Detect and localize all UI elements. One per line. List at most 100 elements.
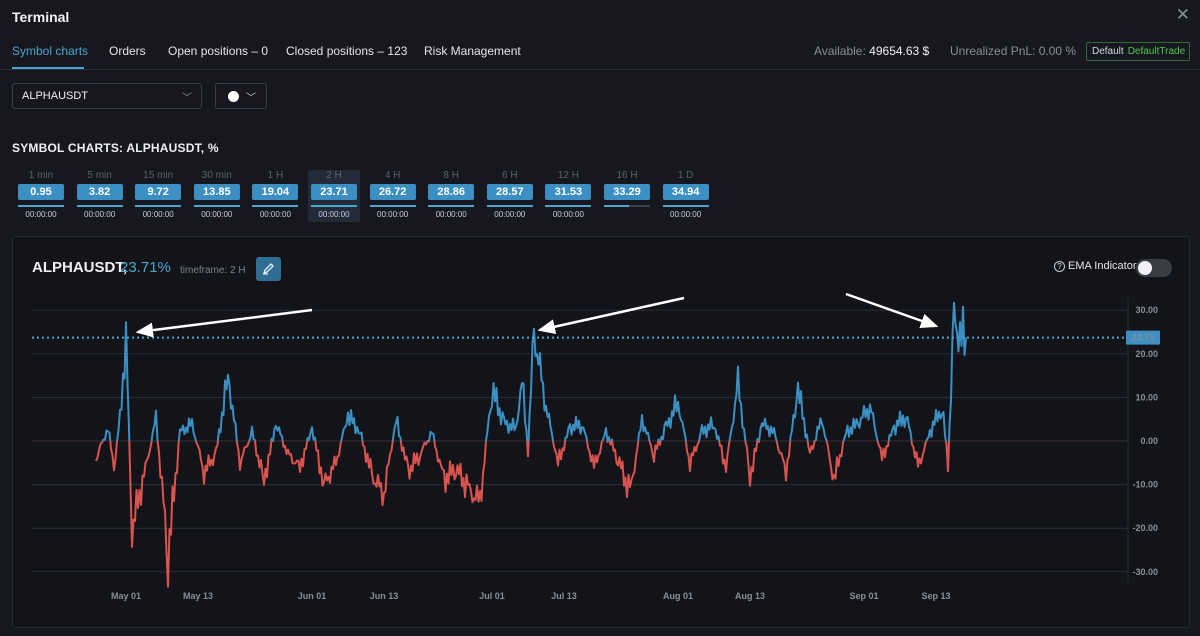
tab-risk-management[interactable]: Risk Management xyxy=(424,44,521,58)
timeframe-time: 00:00:00 xyxy=(435,210,467,219)
timeframe-progress-fill xyxy=(545,205,592,207)
timeframe-tile[interactable]: 1 H 19.04 00:00:00 xyxy=(249,170,301,222)
timeframe-value: 13.85 xyxy=(193,184,240,200)
color-select[interactable]: ﹀ xyxy=(215,83,267,109)
available-balance: Available: 49654.63 $ xyxy=(814,44,929,58)
timeframe-time: 00:00:00 xyxy=(494,210,526,219)
timeframe-tile[interactable]: 16 H 33.29 xyxy=(601,170,653,222)
profile-label: Default xyxy=(1092,46,1124,57)
help-icon[interactable]: ? xyxy=(1054,261,1065,272)
negative-series-line xyxy=(254,440,273,486)
timeframe-progress-fill xyxy=(135,205,182,207)
pencil-icon xyxy=(263,263,274,275)
timeframe-label: 8 H xyxy=(443,170,459,181)
timeframe-tile[interactable]: 15 min 9.72 00:00:00 xyxy=(132,170,184,222)
timeframe-time: 00:00:00 xyxy=(142,210,174,219)
ema-label: EMA Indicator xyxy=(1068,260,1137,272)
positive-series-line xyxy=(601,427,609,442)
profile-badge[interactable]: Default DefaultTrade xyxy=(1086,42,1190,61)
x-tick-label: Sep 01 xyxy=(849,591,878,601)
positive-series-line xyxy=(814,417,828,442)
negative-series-line xyxy=(399,440,429,480)
y-tick-label: 20.00 xyxy=(1135,349,1158,359)
timeframe-label: 2 H xyxy=(326,170,342,181)
timeframe-label: 1 H xyxy=(267,170,284,181)
chart-timeframe: timeframe: 2 H xyxy=(180,265,246,276)
timeframe-progress xyxy=(545,205,592,207)
timeframe-time: 00:00:00 xyxy=(377,210,409,219)
negative-series-line xyxy=(744,440,759,487)
positive-series-line xyxy=(150,409,159,442)
timeframe-progress xyxy=(135,205,182,207)
timeframe-progress xyxy=(252,205,299,207)
annotation-arrow xyxy=(845,292,939,329)
negative-series-line xyxy=(608,440,613,446)
tab-symbol-charts[interactable]: Symbol charts xyxy=(12,44,89,58)
timeframe-tile[interactable]: 2 H 23.71 00:00:00 xyxy=(308,170,360,222)
timeframe-progress xyxy=(428,205,475,207)
negative-series-line xyxy=(433,440,487,504)
x-tick-label: Aug 13 xyxy=(735,591,765,601)
ema-indicator: ? EMA Indicator xyxy=(1054,260,1136,272)
close-icon[interactable]: ✕ xyxy=(1175,5,1190,24)
positive-series-line xyxy=(925,408,947,442)
positive-series-line xyxy=(758,417,778,442)
positive-series-line xyxy=(116,321,131,442)
timeframe-tile[interactable]: 12 H 31.53 00:00:00 xyxy=(542,170,594,222)
timeframe-time: 00:00:00 xyxy=(84,210,116,219)
timeframe-progress-fill xyxy=(18,205,64,207)
positive-series-line xyxy=(101,429,112,442)
timeframe-value: 31.53 xyxy=(545,184,592,200)
negative-series-line xyxy=(876,440,890,462)
positive-series-line xyxy=(610,438,614,442)
negative-series-line xyxy=(684,440,701,473)
timeframe-value: 9.72 xyxy=(135,184,182,200)
active-tab-indicator xyxy=(12,67,84,69)
negative-series-line xyxy=(757,440,761,443)
negative-series-line xyxy=(775,440,792,482)
timeframe-progress xyxy=(18,205,64,207)
timeframe-value: 23.71 xyxy=(311,184,357,200)
draw-tool-button[interactable] xyxy=(256,257,281,281)
negative-series-line xyxy=(281,440,309,473)
x-tick-label: Jun 01 xyxy=(298,591,327,601)
negative-series-line xyxy=(361,440,394,507)
y-tick-label: -20.00 xyxy=(1132,523,1158,533)
section-title: SYMBOL CHARTS: ALPHAUSDT, % xyxy=(12,141,219,155)
timeframe-value: 28.86 xyxy=(428,184,475,200)
timeframe-tile[interactable]: 5 min 3.82 00:00:00 xyxy=(74,170,126,222)
tab-open-positions[interactable]: Open positions – 0 xyxy=(168,44,269,58)
tab-closed-positions[interactable]: Closed positions – 123 xyxy=(286,44,408,58)
positive-series-line xyxy=(428,430,436,442)
negative-series-line xyxy=(526,440,530,458)
timeframe-tile[interactable]: 1 min 0.95 00:00:00 xyxy=(15,170,67,222)
positive-series-line xyxy=(789,381,809,442)
timeframe-tile[interactable]: 8 H 28.86 00:00:00 xyxy=(425,170,477,222)
y-tick-label: 0.00 xyxy=(1140,436,1158,446)
window-title: Terminal xyxy=(12,9,70,25)
negative-series-line xyxy=(109,440,118,472)
current-value-label: 23.71 xyxy=(1132,333,1155,343)
timeframe-tile[interactable]: 6 H 28.57 00:00:00 xyxy=(484,170,536,222)
window-titlebar: Terminal ✕ xyxy=(0,0,1200,34)
ema-toggle[interactable] xyxy=(1136,259,1172,277)
pnl-label: Unrealized PnL: xyxy=(950,44,1036,58)
negative-series-line xyxy=(825,440,845,481)
timeframe-tile[interactable]: 4 H 26.72 00:00:00 xyxy=(367,170,419,222)
chevron-down-icon: ﹀ xyxy=(182,93,192,104)
x-tick-label: Jun 13 xyxy=(370,591,399,601)
symbol-select[interactable]: ALPHAUSDT ﹀ xyxy=(12,83,202,109)
y-tick-label: 30.00 xyxy=(1135,305,1158,315)
timeframe-progress-fill xyxy=(252,205,299,207)
color-dot-icon xyxy=(228,91,239,102)
positive-series-line xyxy=(485,382,529,442)
positive-series-line xyxy=(842,403,879,442)
timeframe-tile[interactable]: 30 min 13.85 00:00:00 xyxy=(191,170,243,222)
timeframe-progress-fill xyxy=(193,205,240,207)
symbol-select-value: ALPHAUSDT xyxy=(22,90,89,102)
tab-orders[interactable]: Orders xyxy=(109,44,146,58)
timeframe-tile[interactable]: 1 D 34.94 00:00:00 xyxy=(660,170,712,222)
timeframe-progress xyxy=(486,205,533,207)
timeframe-value: 0.95 xyxy=(18,184,64,200)
tab-bar: Symbol charts Orders Open positions – 0 … xyxy=(0,34,1200,70)
